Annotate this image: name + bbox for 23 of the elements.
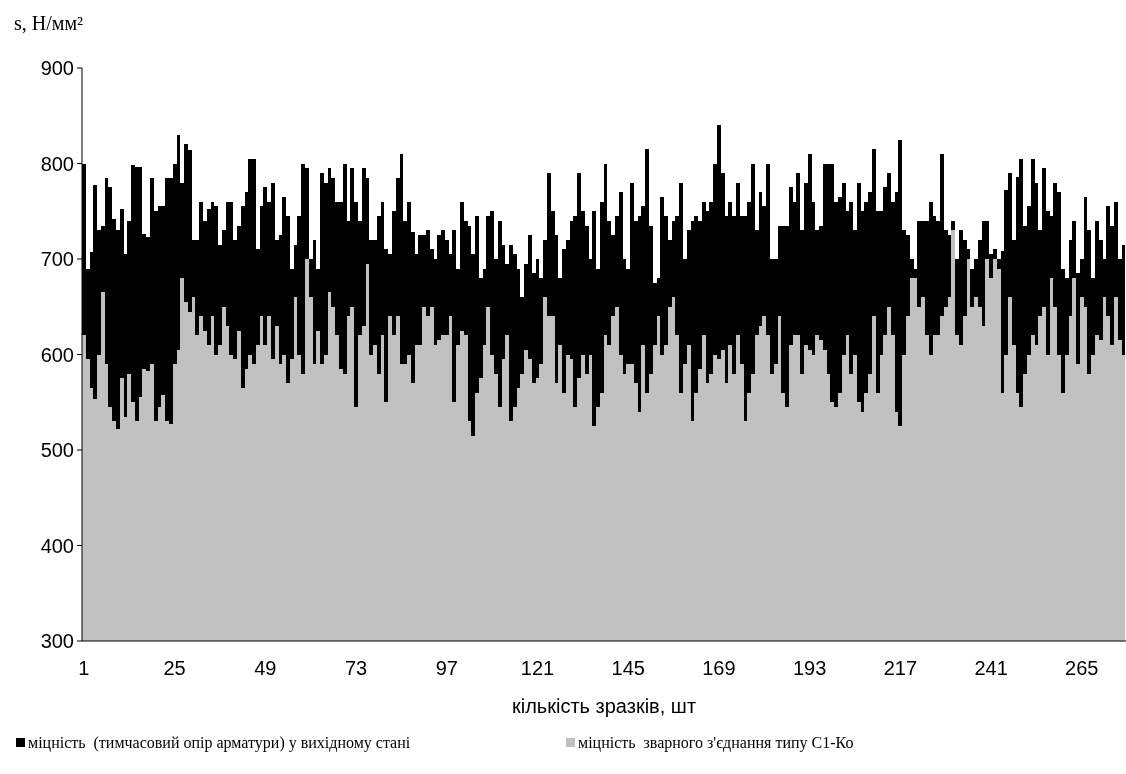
y-tick-label: 500 <box>40 439 74 461</box>
y-tick-label: 800 <box>40 152 74 175</box>
y-tick-label: 300 <box>40 630 74 652</box>
x-tick-label: 241 <box>974 657 1008 679</box>
x-tick-label: 73 <box>344 657 368 679</box>
legend-label: міцність зварного з'єднання типу С1-Ко <box>578 734 854 752</box>
y-axis-title: s, Н/мм² <box>14 12 84 34</box>
y-tick-label: 600 <box>40 343 74 366</box>
x-tick-label: 97 <box>435 657 458 679</box>
x-tick-label: 169 <box>702 657 736 679</box>
y-tick-label: 900 <box>40 57 74 79</box>
x-tick-label: 121 <box>520 657 555 679</box>
x-tick-label: 1 <box>78 657 90 679</box>
x-tick-label: 217 <box>883 657 918 679</box>
x-tick-label: 193 <box>792 657 827 679</box>
y-tick-label: 400 <box>40 534 74 557</box>
x-tick-label: 265 <box>1065 657 1099 679</box>
x-axis-title: кількість зразків, шт <box>511 695 697 717</box>
x-tick-label: 49 <box>254 657 277 679</box>
legend-label: міцність (тимчасовий опір арматури) у вихідному стані <box>28 734 411 752</box>
y-tick-label: 700 <box>40 248 74 270</box>
x-tick-label: 25 <box>163 657 186 679</box>
x-tick-label: 145 <box>611 657 645 679</box>
